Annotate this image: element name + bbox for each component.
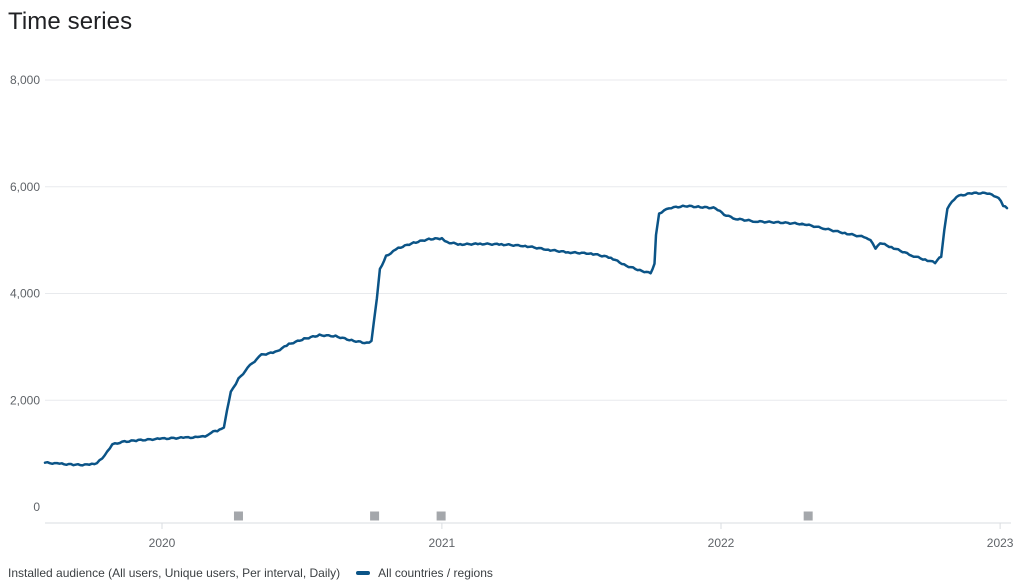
legend-series-label[interactable]: All countries / regions	[378, 566, 493, 580]
grid-lines	[45, 79, 1007, 401]
y-tick-label: 0	[33, 500, 40, 514]
x-tick-label: 2020	[149, 536, 176, 550]
annotation-marker[interactable]	[233, 511, 243, 521]
legend-caption: Installed audience (All users, Unique us…	[8, 566, 341, 580]
annotation-markers	[233, 511, 813, 521]
x-tick-label: 2021	[429, 536, 456, 550]
annotation-marker[interactable]	[803, 511, 813, 521]
y-tick-label: 6,000	[10, 180, 40, 194]
series-line[interactable]	[43, 191, 1009, 467]
y-axis-ticks: 0 2,000 4,000 6,000 8,000	[10, 73, 40, 514]
x-tick-label: 2023	[987, 536, 1014, 550]
annotation-marker[interactable]	[370, 511, 380, 521]
y-tick-label: 4,000	[10, 287, 40, 301]
series-lines	[43, 191, 1009, 467]
legend: Installed audience (All users, Unique us…	[8, 566, 493, 580]
legend-swatch	[356, 571, 371, 575]
x-tick-label: 2022	[708, 536, 735, 550]
y-tick-label: 8,000	[10, 73, 40, 87]
annotation-marker[interactable]	[436, 511, 446, 521]
x-axis: 2020 2021 2022 2023	[45, 522, 1014, 550]
y-tick-label: 2,000	[10, 393, 40, 407]
page-title: Time series	[8, 8, 133, 35]
